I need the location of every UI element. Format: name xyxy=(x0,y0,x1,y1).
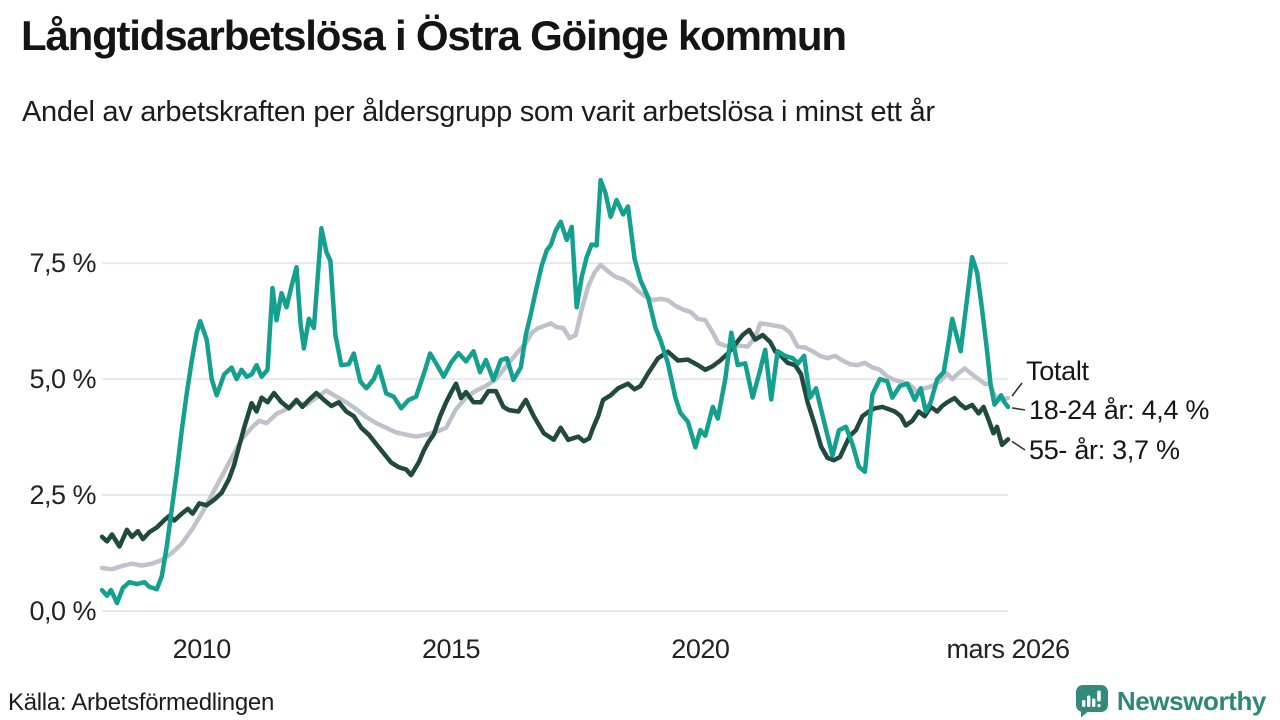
x-tick-label: 2010 xyxy=(172,634,232,664)
annotation-leader-line xyxy=(1011,407,1026,411)
newsworthy-logo-icon xyxy=(1075,684,1109,718)
newsworthy-brand: Newsworthy xyxy=(1075,684,1266,718)
annotation-leader-line xyxy=(1011,382,1023,397)
y-tick-label: 0,0 % xyxy=(29,596,96,626)
y-tick-label: 2,5 % xyxy=(29,480,96,511)
series-line-totalt xyxy=(99,262,1011,572)
series-line-18-24-år xyxy=(99,177,1011,606)
x-tick-label: mars 2026 xyxy=(946,634,1070,664)
y-tick-label: 5,0 % xyxy=(29,364,96,395)
source-credit: Källa: Arbetsförmedlingen xyxy=(8,689,274,716)
series-line-55--år xyxy=(99,327,1011,549)
y-tick-label: 7,5 % xyxy=(29,248,96,279)
series-label-totalt: Totalt xyxy=(1026,356,1089,386)
series-label-18-24: 18-24 år: 4,4 % xyxy=(1029,395,1210,425)
newsworthy-wordmark: Newsworthy xyxy=(1116,685,1267,716)
x-tick-label: 2020 xyxy=(671,634,730,664)
x-tick-label: 2015 xyxy=(421,634,481,664)
annotation-leader-line xyxy=(1011,440,1026,451)
page-subtitle: Andel av arbetskraften per åldersgrupp s… xyxy=(22,96,935,128)
page-title: Långtidsarbetslösa i Östra Göinge kommun xyxy=(21,12,847,59)
series-label-55: 55- år: 3,7 % xyxy=(1029,435,1180,465)
